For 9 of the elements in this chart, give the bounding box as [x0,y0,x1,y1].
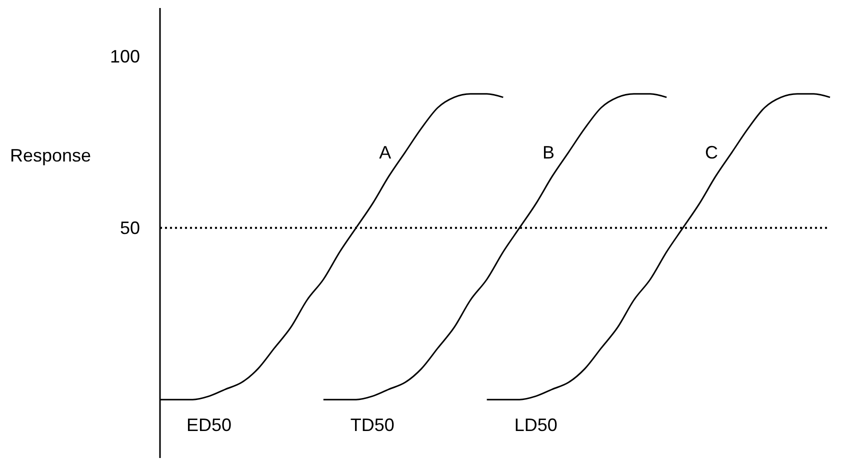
annotation: TD50 [350,415,394,436]
annotation: ED50 [186,415,232,436]
series-label: C [704,142,718,162]
y-tick-label: 100 [110,46,140,66]
series-label: A [379,142,392,162]
y-axis-title: Response [10,146,92,166]
series-label: B [542,142,555,162]
y-tick-label: 50 [120,218,140,238]
annotation: LD50 [514,415,558,436]
